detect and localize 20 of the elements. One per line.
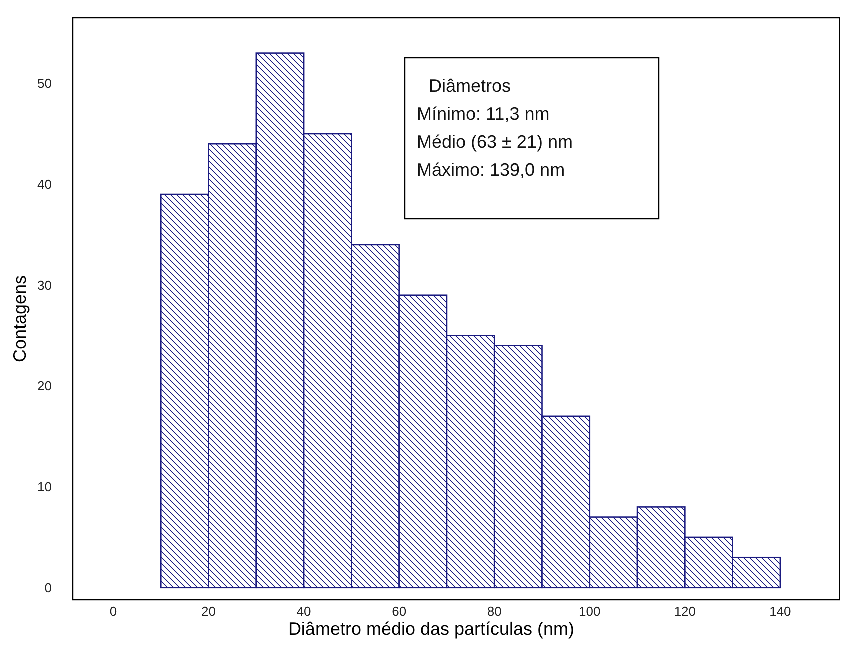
x-tick-label: 80 [487,604,502,619]
y-tick-label: 50 [38,76,52,92]
x-tick-label: 60 [392,604,407,619]
x-tick-label: 120 [674,604,696,619]
x-tick-label: 100 [579,604,601,619]
x-tick-label: 140 [770,604,792,619]
x-tick-label: 40 [296,604,312,619]
annotation: Médio (63 ± 21) nm [417,132,573,152]
annotation: Máximo: 139,0 nm [417,160,566,180]
y-tick-label: 30 [38,278,52,293]
y-tick-label: 0 [44,580,52,596]
annotation: Mínimo: 11,3 nm [417,104,550,124]
y-axis-title: Contagens [10,275,30,363]
x-tick-label: 20 [202,604,216,619]
y-tick-label: 20 [38,378,52,394]
y-tick-label: 40 [38,176,52,192]
x-tick-label: 0 [110,604,118,619]
annotation: Diâmetros [429,76,512,96]
x-axis-title: Diâmetro médio das partículas (nm) [288,619,575,639]
y-tick-label: 10 [38,480,52,495]
